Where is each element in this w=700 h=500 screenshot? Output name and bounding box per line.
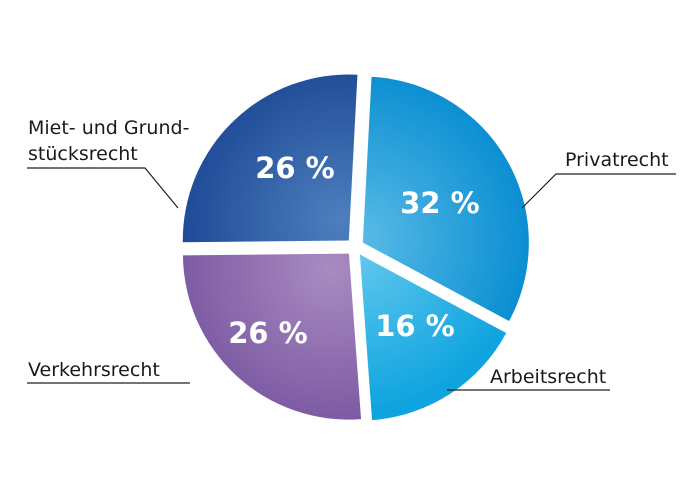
- slice-category-label-0: Privatrecht: [565, 149, 669, 171]
- slice-value-label-3: 26 %: [255, 151, 335, 185]
- slice-value-label-0: 32 %: [400, 186, 480, 220]
- pie-slice-3: [182, 74, 358, 243]
- slice-category-label-2: Verkehrsrecht: [28, 359, 160, 381]
- leader-line-0: [521, 173, 676, 209]
- pie-slice-1: [359, 254, 507, 421]
- pie-slice-0: [362, 76, 529, 322]
- slice-category-label-1: Arbeitsrecht: [490, 366, 606, 388]
- slice-value-label-1: 16 %: [375, 309, 455, 343]
- slice-category-label-3: Miet- und Grund-stücksrecht: [28, 117, 189, 165]
- slice-value-label-2: 26 %: [228, 316, 308, 350]
- pie-slice-2: [182, 253, 362, 420]
- leader-line-3: [27, 167, 179, 209]
